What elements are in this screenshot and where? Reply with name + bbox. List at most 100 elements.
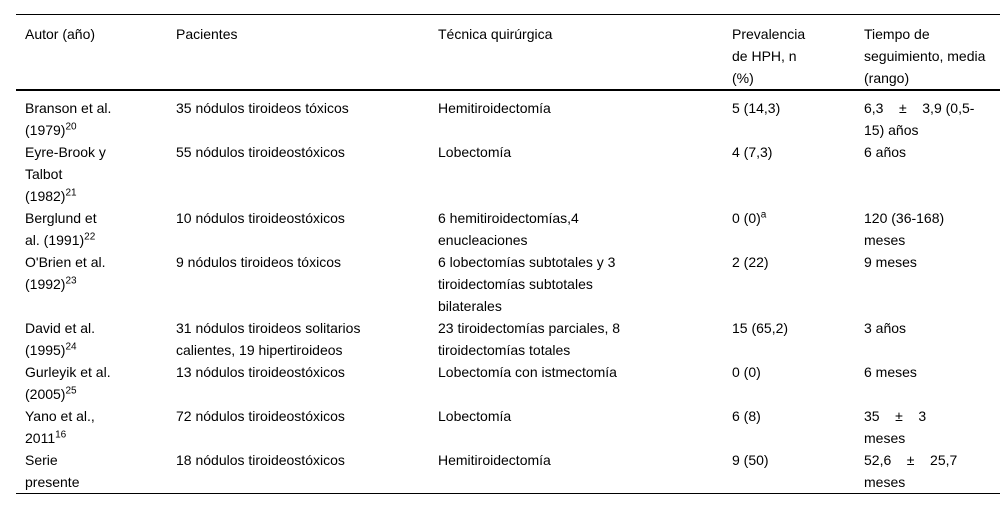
cell-text: 120 (36-168) meses <box>864 210 945 248</box>
cell-text: 5 (14,3) <box>732 100 781 116</box>
cell-text: 13 nódulos tiroideostóxicos <box>176 364 345 380</box>
cell-patients: 35 nódulos tiroideos tóxicos <box>167 90 429 141</box>
column-header-technique: Técnica quirúrgica <box>429 15 723 91</box>
cell-prevalence: 5 (14,3) <box>723 90 855 141</box>
column-header-label: Prevalencia de HPH, n (%) <box>732 26 806 86</box>
cell-technique: 6 lobectomías subtotales y 3 tiroidectom… <box>429 251 723 317</box>
superscript-reference: 21 <box>65 187 77 199</box>
superscript-reference: 22 <box>84 231 96 243</box>
cell-text: 72 nódulos tiroideostóxicos <box>176 408 345 424</box>
column-header-label: Tiempo de seguimiento, media (rango) <box>864 26 986 86</box>
cell-text: 15 (65,2) <box>732 320 789 336</box>
cell-text: Lobectomía <box>438 144 512 160</box>
cell-technique: Lobectomía con istmectomía <box>429 361 723 405</box>
cell-text: 23 tiroidectomías parciales, 8 tiroidect… <box>438 320 621 358</box>
cell-author: Eyre-Brook y Talbot (1982)21 <box>16 141 167 207</box>
cell-text: 0 (0) <box>732 364 761 380</box>
cell-text: 2 (22) <box>732 254 769 270</box>
cell-text: 6 meses <box>864 364 917 380</box>
cell-author: Berglund et al. (1991)22 <box>16 207 167 251</box>
cell-text: 6 lobectomías subtotales y 3 tiroidectom… <box>438 254 616 314</box>
table-row: Eyre-Brook y Talbot (1982)21 55 nódulos t… <box>16 141 1000 207</box>
cell-text: 9 (50) <box>732 452 769 468</box>
cell-text: Eyre-Brook y Talbot (1982) <box>25 144 106 204</box>
cell-technique: 6 hemitiroidectomías,4 enucleaciones <box>429 207 723 251</box>
cell-text: 35 ± 3 meses <box>864 408 927 446</box>
table-row: Branson et al. (1979)20 35 nódulos tiroid… <box>16 90 1000 141</box>
cell-text: Gurleyik et al. (2005) <box>25 364 111 402</box>
cell-text: 52,6 ± 25,7 meses <box>864 452 958 490</box>
studies-table: Autor (año) Pacientes Técnica quirúrgica Pr… <box>16 14 1000 494</box>
cell-followup: 6 años <box>855 141 1000 207</box>
cell-text: 10 nódulos tiroideostóxicos <box>176 210 345 226</box>
cell-prevalence: 15 (65,2) <box>723 317 855 361</box>
cell-author: Serie presente <box>16 449 167 494</box>
cell-text: Lobectomía <box>438 408 512 424</box>
cell-text: Hemitiroidectomía <box>438 452 551 468</box>
cell-text: Branson et al. (1979) <box>25 100 112 138</box>
table-row: O'Brien et al. (1992)23 9 nódulos tiroide… <box>16 251 1000 317</box>
cell-author: David et al. (1995)24 <box>16 317 167 361</box>
superscript-reference: 16 <box>55 429 67 441</box>
table-row: Yano et al., 201116 72 nódulos tiroideost… <box>16 405 1000 449</box>
cell-text: 35 nódulos tiroideos tóxicos <box>176 100 349 116</box>
cell-patients: 31 nódulos tiroideos solitarios caliente… <box>167 317 429 361</box>
cell-followup: 9 meses <box>855 251 1000 317</box>
cell-prevalence: 2 (22) <box>723 251 855 317</box>
cell-technique: Lobectomía <box>429 141 723 207</box>
cell-text: 6 (8) <box>732 408 761 424</box>
table-row: Serie presente 18 nódulos tiroideostóxico… <box>16 449 1000 494</box>
cell-followup: 6 meses <box>855 361 1000 405</box>
column-header-label: Técnica quirúrgica <box>438 26 553 42</box>
table-head: Autor (año) Pacientes Técnica quirúrgica Pr… <box>16 15 1000 91</box>
cell-author: Yano et al., 201116 <box>16 405 167 449</box>
cell-text: 3 años <box>864 320 907 336</box>
cell-patients: 55 nódulos tiroideostóxicos <box>167 141 429 207</box>
cell-patients: 10 nódulos tiroideostóxicos <box>167 207 429 251</box>
superscript-reference: a <box>760 209 767 221</box>
cell-followup: 120 (36-168) meses <box>855 207 1000 251</box>
cell-patients: 13 nódulos tiroideostóxicos <box>167 361 429 405</box>
cell-text: 9 nódulos tiroideos tóxicos <box>176 254 341 270</box>
table-row: Gurleyik et al. (2005)25 13 nódulos tiroi… <box>16 361 1000 405</box>
superscript-reference: 25 <box>65 385 77 397</box>
superscript-reference: 23 <box>65 275 77 287</box>
cell-technique: Hemitiroidectomía <box>429 90 723 141</box>
cell-text: 6 años <box>864 144 907 160</box>
column-header-author: Autor (año) <box>16 15 167 91</box>
cell-prevalence: 6 (8) <box>723 405 855 449</box>
cell-followup: 35 ± 3 meses <box>855 405 1000 449</box>
cell-text: 9 meses <box>864 254 917 270</box>
cell-prevalence: 4 (7,3) <box>723 141 855 207</box>
column-header-prevalence: Prevalencia de HPH, n (%) <box>723 15 855 91</box>
table-body: Branson et al. (1979)20 35 nódulos tiroid… <box>16 90 1000 494</box>
superscript-reference: 20 <box>65 121 77 133</box>
cell-text: 55 nódulos tiroideostóxicos <box>176 144 345 160</box>
cell-prevalence: 0 (0)a <box>723 207 855 251</box>
cell-technique: 23 tiroidectomías parciales, 8 tiroidect… <box>429 317 723 361</box>
cell-author: Gurleyik et al. (2005)25 <box>16 361 167 405</box>
cell-prevalence: 0 (0) <box>723 361 855 405</box>
cell-prevalence: 9 (50) <box>723 449 855 494</box>
cell-text: Lobectomía con istmectomía <box>438 364 617 380</box>
cell-author: O'Brien et al. (1992)23 <box>16 251 167 317</box>
table-row: Berglund et al. (1991)22 10 nódulos tiroi… <box>16 207 1000 251</box>
cell-patients: 18 nódulos tiroideostóxicos <box>167 449 429 494</box>
table-header-row: Autor (año) Pacientes Técnica quirúrgica Pr… <box>16 15 1000 91</box>
cell-text: 4 (7,3) <box>732 144 773 160</box>
column-header-patients: Pacientes <box>167 15 429 91</box>
cell-text: 31 nódulos tiroideos solitarios caliente… <box>176 320 361 358</box>
cell-text: David et al. (1995) <box>25 320 96 358</box>
cell-followup: 6,3 ± 3,9 (0,5- 15) años <box>855 90 1000 141</box>
column-header-followup: Tiempo de seguimiento, media (rango) <box>855 15 1000 91</box>
cell-text: 18 nódulos tiroideostóxicos <box>176 452 345 468</box>
cell-patients: 72 nódulos tiroideostóxicos <box>167 405 429 449</box>
superscript-reference: 24 <box>65 341 77 353</box>
cell-text: Berglund et al. (1991) <box>25 210 97 248</box>
cell-followup: 3 años <box>855 317 1000 361</box>
cell-author: Branson et al. (1979)20 <box>16 90 167 141</box>
cell-patients: 9 nódulos tiroideos tóxicos <box>167 251 429 317</box>
table-row: David et al. (1995)24 31 nódulos tiroideo… <box>16 317 1000 361</box>
cell-text: Yano et al., 2011 <box>25 408 95 446</box>
